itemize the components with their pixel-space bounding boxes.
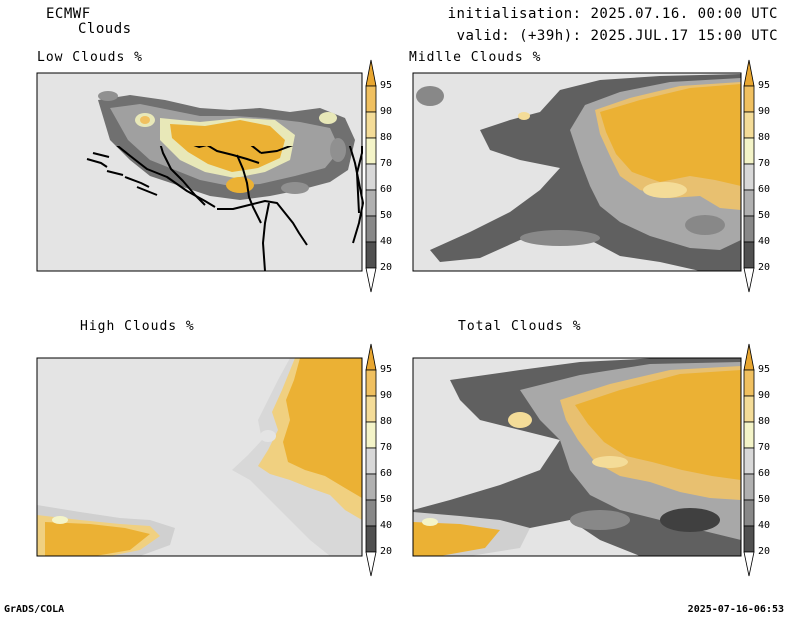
colorbar-total <box>743 343 755 577</box>
colorbar-tick-low: 20 <box>380 262 393 273</box>
map-high-clouds <box>37 358 362 556</box>
panel-title-low: Low Clouds % <box>37 50 143 65</box>
colorbar-tick-high: 80 <box>380 416 393 427</box>
colorbar-tick-total: 70 <box>758 442 771 453</box>
map-middle-clouds <box>413 73 741 271</box>
init-time: initialisation: 2025.07.16. 00:00 UTC <box>447 6 778 22</box>
colorbar-tick-low: 50 <box>380 210 393 221</box>
colorbar-tick-mid: 90 <box>758 106 771 117</box>
colorbar-tick-mid: 40 <box>758 236 771 247</box>
colorbar-tick-total: 80 <box>758 416 771 427</box>
colorbar-tick-high: 50 <box>380 494 393 505</box>
footer-timestamp: 2025-07-16-06:53 <box>687 604 784 615</box>
colorbar-low <box>365 59 377 293</box>
colorbar-tick-total: 50 <box>758 494 771 505</box>
valid-time: valid: (+39h): 2025.JUL.17 15:00 UTC <box>456 28 778 44</box>
colorbar-tick-low: 80 <box>380 132 393 143</box>
colorbar-tick-total: 95 <box>758 364 771 375</box>
colorbar-mid <box>743 59 755 293</box>
panel-title-mid: Midlle Clouds % <box>409 50 542 65</box>
colorbar-tick-low: 95 <box>380 80 393 91</box>
panel-title-total: Total Clouds % <box>458 319 582 334</box>
colorbar-tick-mid: 50 <box>758 210 771 221</box>
colorbar-tick-mid: 70 <box>758 158 771 169</box>
colorbar-tick-high: 70 <box>380 442 393 453</box>
colorbar-high <box>365 343 377 577</box>
footer-software: GrADS/COLA <box>4 604 65 615</box>
colorbar-tick-high: 40 <box>380 520 393 531</box>
colorbar-tick-low: 70 <box>380 158 393 169</box>
frame-total <box>412 357 742 557</box>
colorbar-tick-total: 60 <box>758 468 771 479</box>
panel-title-high: High Clouds % <box>80 319 195 334</box>
frame-low <box>36 72 363 272</box>
colorbar-tick-high: 60 <box>380 468 393 479</box>
colorbar-tick-low: 40 <box>380 236 393 247</box>
colorbar-tick-mid: 95 <box>758 80 771 91</box>
colorbar-tick-low: 60 <box>380 184 393 195</box>
colorbar-tick-mid: 60 <box>758 184 771 195</box>
field-label: Clouds <box>78 21 132 37</box>
colorbar-tick-total: 20 <box>758 546 771 557</box>
colorbar-tick-high: 20 <box>380 546 393 557</box>
colorbar-tick-total: 90 <box>758 390 771 401</box>
colorbar-tick-low: 90 <box>380 106 393 117</box>
map-low-clouds <box>37 73 362 271</box>
colorbar-tick-mid: 20 <box>758 262 771 273</box>
colorbar-tick-total: 40 <box>758 520 771 531</box>
map-total-clouds <box>413 358 741 556</box>
colorbar-tick-high: 95 <box>380 364 393 375</box>
frame-mid <box>412 72 742 272</box>
model-label: ECMWF <box>46 6 91 22</box>
colorbar-tick-high: 90 <box>380 390 393 401</box>
colorbar-tick-mid: 80 <box>758 132 771 143</box>
frame-high <box>36 357 363 557</box>
